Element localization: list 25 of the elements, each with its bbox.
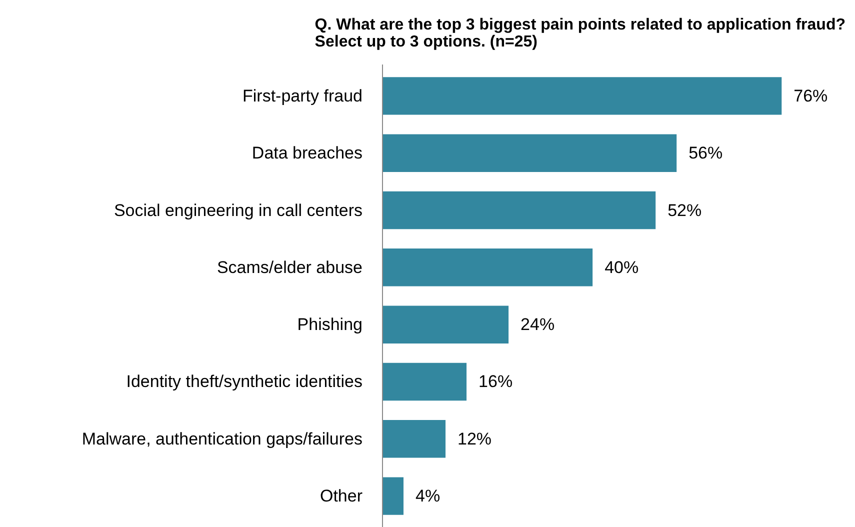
- bar: [382, 248, 593, 286]
- bar: [382, 134, 677, 172]
- bar: [382, 191, 656, 230]
- data-label: 76%: [794, 86, 828, 106]
- bar: [382, 306, 509, 344]
- data-label: 52%: [668, 200, 702, 220]
- bar: [382, 362, 467, 401]
- y-tick-label: Data breaches: [252, 144, 363, 163]
- chart-title: Q. What are the top 3 biggest pain points related to application fraud? Select up to 3 options. (n=25): [314, 16, 846, 50]
- bar: [382, 77, 782, 115]
- data-label: 16%: [478, 372, 513, 392]
- data-label: 4%: [416, 486, 440, 506]
- data-label: 24%: [520, 315, 555, 334]
- y-tick-label: Other: [320, 486, 363, 506]
- data-label: 12%: [458, 429, 492, 448]
- bar: [382, 477, 404, 515]
- y-tick-label: First-party fraud: [242, 86, 363, 106]
- bar: [382, 420, 446, 458]
- data-label: 56%: [688, 144, 723, 163]
- y-tick-label: Phishing: [297, 315, 363, 334]
- y-tick-label: Identity theft/synthetic identities: [126, 372, 363, 392]
- data-label: 40%: [604, 258, 639, 277]
- y-tick-label: Scams/elder abuse: [216, 258, 363, 277]
- y-tick-label: Malware, authentication gaps/failures: [82, 429, 363, 448]
- y-tick-label: Social engineering in call centers: [114, 200, 363, 220]
